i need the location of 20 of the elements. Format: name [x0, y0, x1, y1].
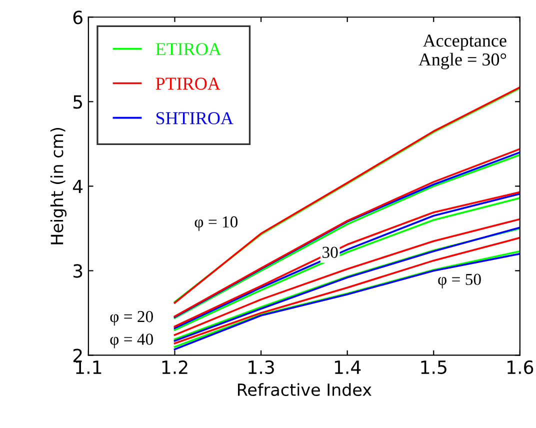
x-tick-label: 1.2 — [162, 360, 188, 374]
x-axis-title: Refractive Index — [238, 383, 372, 396]
annotation: φ = 10 — [194, 216, 238, 231]
annotation: φ = 40 — [110, 334, 153, 348]
legend-label: SHTIROA — [156, 112, 234, 124]
y-tick-label: 3 — [73, 264, 82, 278]
annotation: φ = 50 — [438, 274, 481, 288]
annotation: φ = 20 — [110, 310, 153, 326]
annotation: Acceptance Angle = 30° — [418, 34, 506, 70]
y-tick-label: 4 — [72, 180, 83, 194]
annotation: 30 — [322, 246, 338, 258]
y-axis-title: Height (in cm) — [50, 128, 67, 244]
x-tick-label: 1.5 — [421, 360, 446, 374]
legend-label: PTIROA — [156, 78, 220, 90]
x-tick-label: 1.4 — [334, 360, 361, 374]
x-tick-label: 1.6 — [508, 360, 534, 374]
x-tick-label: 1.3 — [248, 360, 274, 374]
legend-label: ETIROA — [156, 43, 222, 56]
y-tick-label: 5 — [73, 95, 82, 109]
y-tick-label: 6 — [73, 10, 82, 24]
